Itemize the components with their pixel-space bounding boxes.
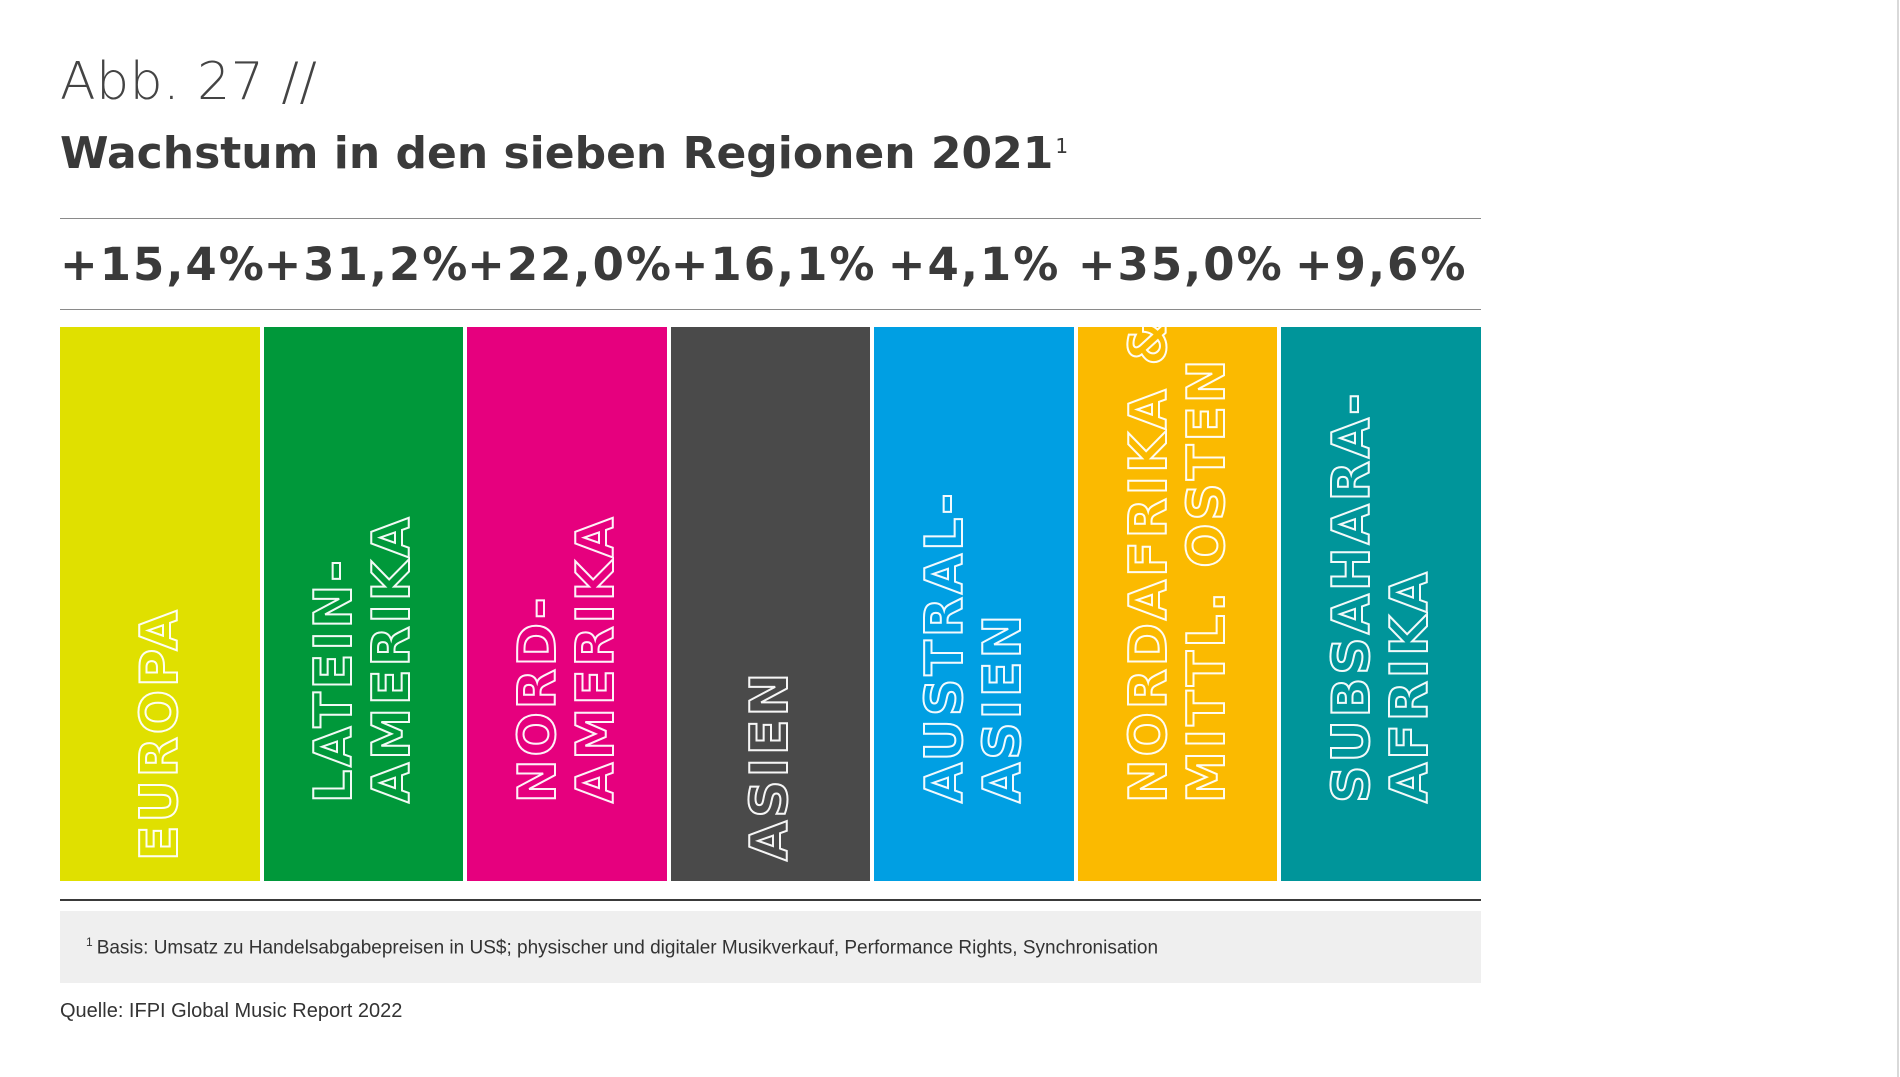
title-footnote-marker: 1 [1055,134,1069,158]
page-edge-rule [1897,0,1899,1077]
value-label: +31,2% [263,238,470,291]
value-labels-row: +15,4% +31,2% +22,0% +16,1% +4,1% +35,0% +9,6% [60,225,1481,305]
region-bar: NORD- AMERIKA [467,327,667,881]
region-bar: LATEIN- AMERIKA [263,327,464,881]
region-bar: NORDAFRIKA & MITTL. OSTEN [1077,327,1278,881]
figure-label: Abb. 27 // [60,52,318,112]
value-label: +35,0% [1077,238,1284,291]
footnote: 1 Basis: Umsatz zu Handelsabgabepreisen i… [86,935,1158,959]
footnote-marker: 1 [86,935,93,949]
region-bar: EUROPA [60,327,260,881]
category-label: EUROPA [129,606,191,862]
figure-title-text: Wachstum in den sieben Regionen 2021 [60,128,1054,179]
footnote-box: 1 Basis: Umsatz zu Handelsabgabepreisen i… [60,911,1481,983]
category-label: ASIEN [739,669,801,862]
value-label: +4,1% [887,238,1061,291]
value-label: +9,6% [1294,238,1468,291]
value-label: +15,4% [60,238,266,291]
region-bar: AUSTRAL- ASIEN [874,327,1074,881]
region-bars: EUROPA LATEIN- AMERIKA NORD- AMERIKA ASIEN A… [60,327,1481,881]
source-note: Quelle: IFPI Global Music Report 2022 [60,1000,403,1022]
region-bar: ASIEN [670,327,871,881]
category-label: NORDAFRIKA & MITTL. OSTEN [1118,327,1238,804]
category-label: SUBSAHARA- AFRIKA [1321,389,1441,804]
category-label: LATEIN- AMERIKA [303,514,423,804]
category-label: NORD- AMERIKA [507,514,627,804]
top-rule [60,218,1481,219]
footnote-text: Basis: Umsatz zu Handelsabgabepreisen in… [96,937,1159,959]
figure-title: Wachstum in den sieben Regionen 2021 1 [60,128,1068,179]
category-label: AUSTRAL- ASIEN [914,489,1034,804]
bottom-rule [60,899,1481,901]
value-label: +16,1% [670,238,877,291]
values-rule [60,309,1481,310]
value-label: +22,0% [467,238,673,291]
region-bar: SUBSAHARA- AFRIKA [1281,327,1481,881]
